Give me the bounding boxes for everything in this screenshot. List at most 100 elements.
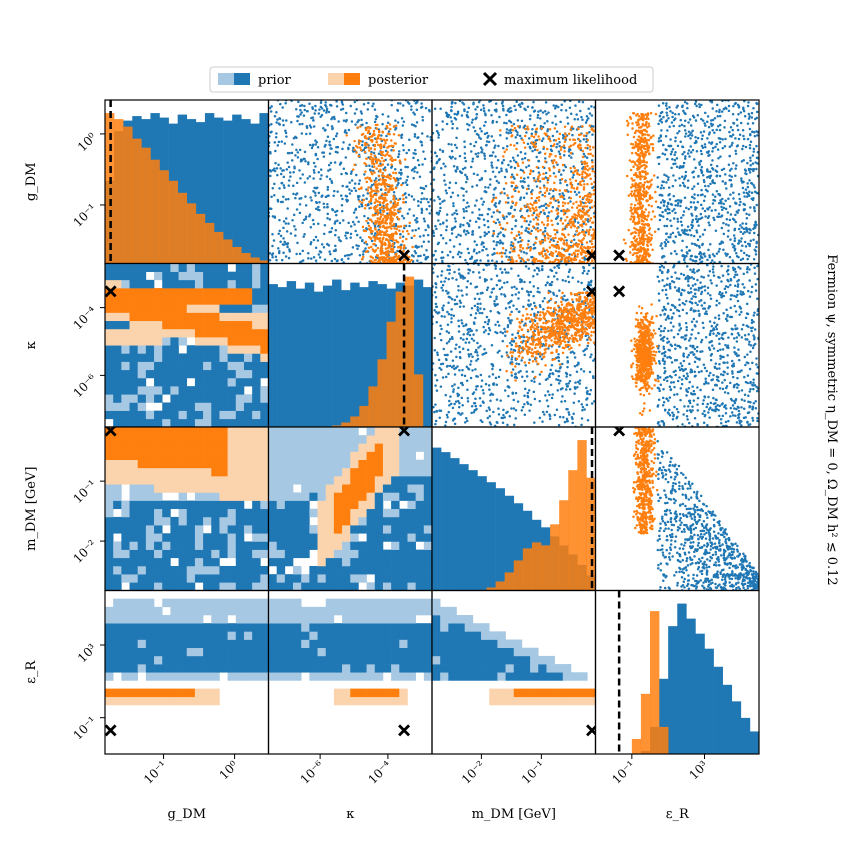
hist-cell: [293, 598, 302, 608]
scatter-point: [487, 259, 490, 262]
scatter-point: [405, 179, 409, 182]
hist-cell: [243, 312, 253, 322]
scatter-point: [405, 229, 409, 233]
hist-cell: [145, 582, 155, 591]
scatter-point: [561, 228, 564, 231]
scatter-point: [292, 171, 295, 174]
hist-cell: [374, 696, 384, 706]
scatter-point: [400, 136, 403, 139]
hist-cell: [342, 492, 351, 501]
hist-cell: [113, 263, 122, 272]
scatter-point: [535, 128, 538, 131]
scatter-point: [512, 188, 516, 191]
scatter-point: [560, 103, 564, 107]
hist-cell: [423, 565, 432, 575]
hist-cell: [440, 615, 449, 624]
hist-cell: [178, 557, 188, 567]
scatter-point: [426, 135, 429, 138]
hist-cell: [194, 451, 204, 460]
hist-cell: [243, 418, 253, 427]
hist-cell: [472, 631, 482, 640]
scatter-point: [475, 252, 479, 255]
scatter-point: [375, 187, 378, 190]
scatter-point: [584, 223, 588, 226]
scatter-point: [396, 108, 399, 112]
hist-cell: [145, 386, 155, 395]
scatter-point: [322, 232, 326, 236]
scatter-point: [364, 247, 367, 250]
scatter-point: [540, 239, 544, 243]
hist-cell: [145, 525, 155, 534]
hist-cell: [235, 279, 245, 289]
scatter-point: [310, 146, 314, 150]
hist-cell: [243, 598, 253, 608]
scatter-point: [369, 187, 373, 191]
scatter-point: [590, 105, 593, 108]
scatter-point: [580, 230, 584, 234]
scatter-point: [563, 202, 567, 205]
prior-bar: [204, 113, 215, 264]
hist-cell: [219, 353, 228, 362]
scatter-point: [544, 226, 547, 230]
hist-cell: [440, 655, 449, 665]
hist-cell: [366, 655, 376, 665]
hist-cell: [432, 655, 441, 665]
hist-cell: [350, 582, 359, 591]
scatter-point: [473, 204, 477, 207]
hist-cell: [325, 459, 335, 469]
scatter-point: [389, 127, 392, 131]
scatter-point: [280, 181, 283, 185]
hist-cell: [301, 606, 310, 616]
hist-cell: [366, 598, 376, 608]
hist-cell: [407, 639, 416, 649]
hist-cell: [194, 476, 204, 485]
scatter-point: [528, 117, 532, 121]
hist-cell: [317, 467, 327, 477]
hist-cell: [219, 402, 228, 411]
hist-cell: [129, 418, 138, 427]
hist-cell: [129, 361, 138, 371]
scatter-point: [295, 148, 298, 152]
hist-cell: [137, 279, 147, 289]
hist-cell: [366, 484, 376, 493]
scatter-point: [572, 173, 575, 177]
hist-cell: [309, 672, 318, 681]
hist-cell: [342, 647, 351, 657]
scatter-point: [538, 186, 542, 190]
hist-cell: [333, 484, 343, 493]
hist-cell: [203, 279, 212, 289]
scatter-point: [554, 105, 558, 108]
hist-cell: [423, 508, 432, 518]
hist-cell: [113, 484, 122, 493]
hist-cell: [162, 418, 171, 427]
scatter-point: [592, 188, 596, 192]
scatter-point: [516, 119, 520, 122]
hist-cell: [203, 369, 212, 379]
scatter-point: [441, 120, 444, 123]
scatter-point: [397, 225, 401, 228]
hist-cell: [243, 410, 253, 420]
hist-cell: [399, 467, 408, 477]
hist-cell: [358, 492, 367, 501]
hist-cell: [382, 639, 392, 649]
hist-cell: [342, 516, 351, 526]
hist-cell: [211, 606, 220, 616]
scatter-point: [574, 258, 578, 261]
hist-cell: [219, 500, 228, 510]
hist-cell: [129, 296, 138, 305]
scatter-point: [456, 112, 460, 115]
scatter-point: [422, 253, 426, 257]
scatter-point: [274, 255, 278, 259]
hist-cell: [186, 525, 196, 534]
scatter-point: [460, 251, 463, 255]
prior-bar: [677, 603, 687, 754]
hist-cell: [162, 369, 171, 379]
hist-cell: [415, 508, 425, 518]
hist-cell: [252, 655, 261, 665]
scatter-point: [282, 251, 285, 254]
scatter-point: [543, 191, 547, 195]
scatter-point: [449, 116, 452, 119]
hist-cell: [227, 664, 237, 673]
prior-bar: [450, 458, 460, 591]
scatter-point: [401, 124, 405, 127]
